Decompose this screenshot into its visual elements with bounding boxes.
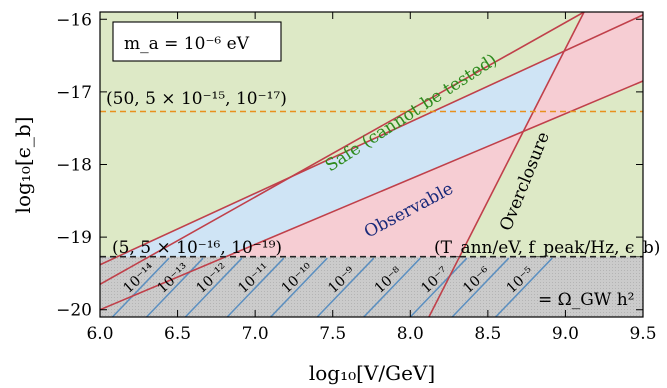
mass-box: [112, 21, 282, 62]
boundary-safe-lower: [100, 14, 643, 266]
x-tick-label: 8.0: [397, 324, 424, 344]
y-tick-label: −16: [56, 10, 92, 30]
gw-contour-line: [363, 257, 421, 317]
gw-contour-line: [495, 257, 553, 317]
boundary-observable-lower: [100, 80, 643, 311]
region-label-gw-density: = Ω_GW h²: [538, 290, 634, 310]
y-tick-label: −20: [56, 301, 92, 321]
gw-contour-line: [409, 257, 468, 317]
mass-box-label: m_a = 10⁻⁶ eV: [124, 34, 250, 54]
gw-contour-line: [451, 257, 510, 317]
x-tick-label: 6.5: [164, 324, 191, 344]
gw-contour-line: [184, 257, 243, 317]
gw-contour-line: [316, 257, 375, 317]
gw-contour-line: [111, 257, 170, 317]
region-gw-density: [100, 256, 643, 317]
gw-contour-line: [270, 257, 328, 317]
axis-ticks: 6.0 6.5 7.0 7.5 8.0 8.5 9.0 9.5 −20 −19 −18 −17 −16: [56, 10, 656, 344]
gw-contour-lines: [111, 257, 553, 317]
x-tick-label: 8.5: [474, 324, 501, 344]
plot-area: [100, 12, 643, 317]
x-tick-label: 7.5: [319, 324, 346, 344]
boundary-overclosure: [428, 12, 585, 317]
boundary-safe-upper: [100, 12, 585, 286]
y-axis-title: log₁₀[ϵ_b]: [11, 117, 35, 214]
x-axis-title: log₁₀[V/GeV]: [309, 361, 435, 385]
x-tick-label: 6.0: [86, 324, 113, 344]
x-tick-label: 9.0: [552, 324, 579, 344]
reference-label-black: (5, 5 × 10⁻¹⁶, 10⁻¹⁹): [112, 238, 282, 258]
triple-legend-label: (T_ann/eV, f_peak/Hz, ϵ_b): [434, 238, 660, 258]
x-tick-label: 7.0: [242, 324, 269, 344]
region-observable: [100, 14, 643, 310]
y-tick-label: −18: [56, 156, 92, 176]
gw-contour-line: [226, 257, 285, 317]
y-tick-label: −17: [56, 83, 92, 103]
x-tick-label: 9.5: [629, 324, 656, 344]
gw-contour-line: [146, 257, 204, 317]
reference-label-orange: (50, 5 × 10⁻¹⁵, 10⁻¹⁷): [106, 89, 287, 109]
y-tick-label: −19: [56, 228, 92, 248]
